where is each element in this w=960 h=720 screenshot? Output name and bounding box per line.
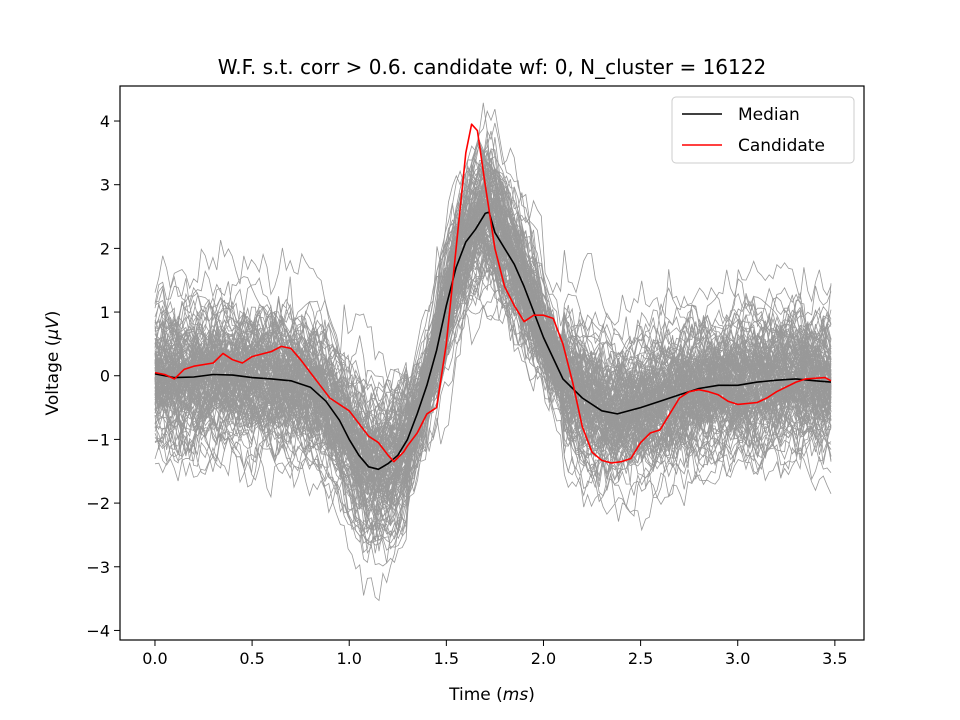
y-tick-label: 4 <box>100 112 110 131</box>
y-tick-label: −4 <box>86 621 110 640</box>
y-ticks: −4 −3 −2 −1 0 1 2 3 4 <box>86 112 120 640</box>
cluster-trace <box>154 180 832 512</box>
x-tick-label: 2.0 <box>531 649 556 668</box>
cluster-trace <box>154 211 832 483</box>
y-tick-label: 3 <box>100 176 110 195</box>
legend: Median Candidate <box>671 96 855 164</box>
series-line-median <box>154 211 832 471</box>
x-tick-label: 1.0 <box>336 649 361 668</box>
x-tick-label: 3.5 <box>822 649 847 668</box>
cluster-trace <box>154 148 832 499</box>
cluster-trace <box>154 194 832 469</box>
y-tick-label: 1 <box>100 303 110 322</box>
cluster-trace <box>154 266 832 464</box>
cluster-trace <box>154 174 832 460</box>
cluster-trace <box>154 214 832 481</box>
cluster-trace <box>154 245 831 486</box>
cluster-trace <box>154 201 832 499</box>
cluster-trace <box>154 242 832 468</box>
cluster-trace <box>154 143 832 449</box>
series-line-candidate <box>154 123 832 464</box>
y-tick-label: −2 <box>86 494 110 513</box>
x-tick-label: 2.5 <box>628 649 653 668</box>
cluster-trace <box>154 168 832 492</box>
cluster-trace <box>154 234 832 567</box>
cluster-trace <box>154 191 832 554</box>
cluster-trace <box>154 156 832 440</box>
cluster-trace <box>154 190 832 542</box>
y-tick-label: 2 <box>100 239 110 258</box>
chart-title: W.F. s.t. corr > 0.6. candidate wf: 0, N… <box>218 55 766 79</box>
cluster-trace <box>154 225 832 422</box>
x-ticks: 0.0 0.5 1.0 1.5 2.0 2.5 3.0 3.5 <box>142 640 848 668</box>
x-tick-label: 0.5 <box>239 649 264 668</box>
legend-label-median: Median <box>738 105 800 125</box>
y-tick-label: −1 <box>86 430 110 449</box>
series-lines <box>154 123 832 471</box>
legend-label-candidate: Candidate <box>738 136 825 156</box>
x-tick-label: 3.0 <box>725 649 750 668</box>
cluster-trace <box>154 202 832 513</box>
x-axis-label: Time (ms) <box>448 685 535 705</box>
y-tick-label: 0 <box>100 367 110 386</box>
y-axis-label: Voltage (μV) <box>43 311 63 416</box>
x-tick-label: 1.5 <box>434 649 459 668</box>
y-tick-label: −3 <box>86 558 110 577</box>
cluster-traces <box>154 102 832 602</box>
plot-frame <box>119 85 865 641</box>
x-tick-label: 0.0 <box>142 649 167 668</box>
